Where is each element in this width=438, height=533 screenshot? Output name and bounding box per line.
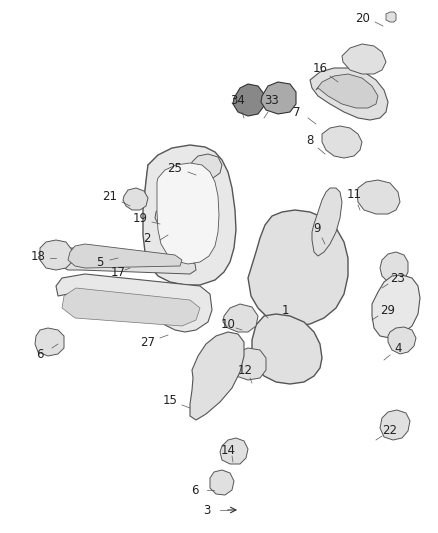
Polygon shape xyxy=(380,252,408,284)
Polygon shape xyxy=(40,240,72,270)
Text: 3: 3 xyxy=(203,504,211,516)
Polygon shape xyxy=(223,304,258,332)
Polygon shape xyxy=(357,180,400,214)
Polygon shape xyxy=(312,188,342,256)
Polygon shape xyxy=(261,82,296,114)
Text: 11: 11 xyxy=(346,189,361,201)
Polygon shape xyxy=(68,244,182,268)
Polygon shape xyxy=(191,154,222,178)
Text: 19: 19 xyxy=(133,212,148,224)
Text: 23: 23 xyxy=(391,271,406,285)
Polygon shape xyxy=(230,348,266,380)
Polygon shape xyxy=(388,327,416,354)
Text: 17: 17 xyxy=(110,265,126,279)
Text: 29: 29 xyxy=(381,303,396,317)
Text: 20: 20 xyxy=(356,12,371,25)
Polygon shape xyxy=(157,163,219,264)
Text: 1: 1 xyxy=(281,303,289,317)
Text: 16: 16 xyxy=(312,61,328,75)
Text: 6: 6 xyxy=(36,349,44,361)
Polygon shape xyxy=(310,68,388,120)
Polygon shape xyxy=(190,332,244,420)
Text: 14: 14 xyxy=(220,443,236,456)
Text: 15: 15 xyxy=(162,393,177,407)
Polygon shape xyxy=(342,44,386,74)
Polygon shape xyxy=(155,204,182,228)
Polygon shape xyxy=(316,74,378,108)
Polygon shape xyxy=(35,328,64,356)
Text: 10: 10 xyxy=(221,319,236,332)
Polygon shape xyxy=(123,188,148,210)
Text: 2: 2 xyxy=(143,231,151,245)
Polygon shape xyxy=(143,145,236,285)
Text: 18: 18 xyxy=(31,249,46,262)
Text: 22: 22 xyxy=(382,424,398,437)
Polygon shape xyxy=(62,288,200,326)
Polygon shape xyxy=(322,126,362,158)
Polygon shape xyxy=(248,210,348,326)
Polygon shape xyxy=(56,274,212,332)
Text: 25: 25 xyxy=(168,161,183,174)
Text: 8: 8 xyxy=(306,133,314,147)
Text: 6: 6 xyxy=(191,483,199,497)
Text: 7: 7 xyxy=(293,106,301,118)
Polygon shape xyxy=(210,470,234,495)
Text: 9: 9 xyxy=(313,222,321,235)
Polygon shape xyxy=(233,84,264,116)
Text: 4: 4 xyxy=(394,342,402,354)
Polygon shape xyxy=(386,12,396,22)
Text: 27: 27 xyxy=(141,335,155,349)
Text: 12: 12 xyxy=(237,364,252,376)
Polygon shape xyxy=(58,248,196,274)
Polygon shape xyxy=(380,410,410,440)
Text: 34: 34 xyxy=(230,93,245,107)
Text: 33: 33 xyxy=(265,93,279,107)
Text: 5: 5 xyxy=(96,256,104,270)
Text: 21: 21 xyxy=(102,190,117,203)
Polygon shape xyxy=(252,314,322,384)
Polygon shape xyxy=(372,275,420,338)
Polygon shape xyxy=(220,438,248,464)
